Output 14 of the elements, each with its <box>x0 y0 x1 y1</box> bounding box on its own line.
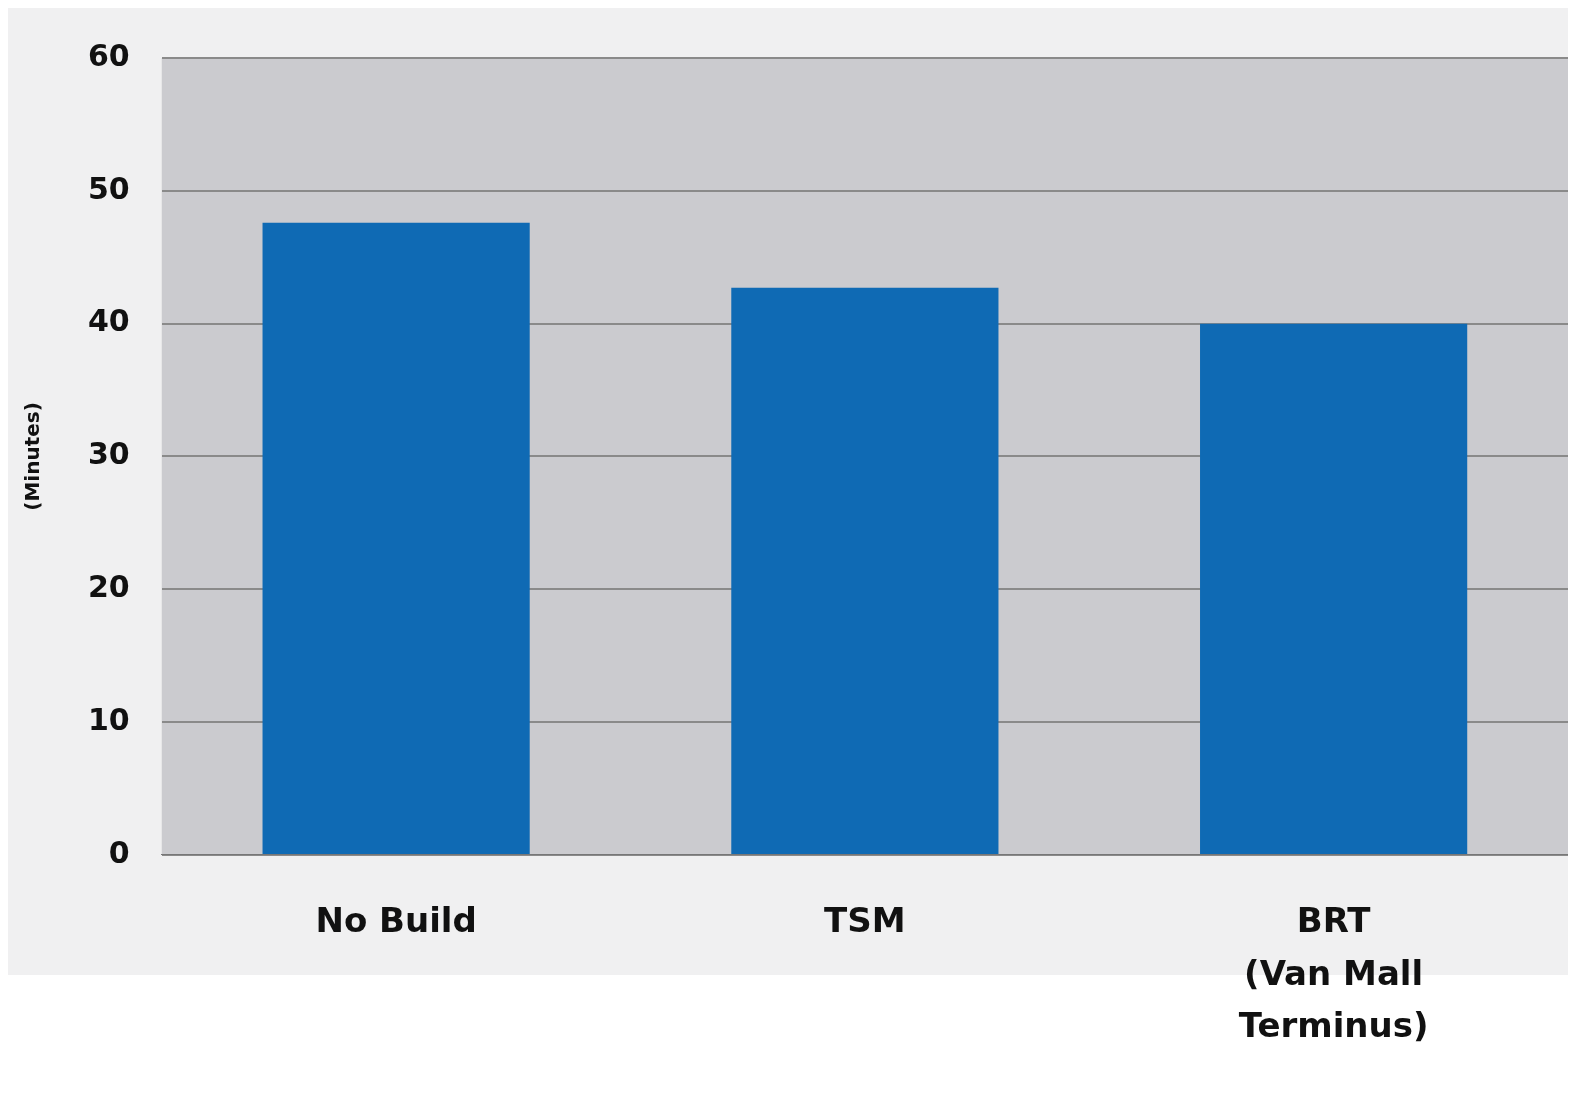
x-tick-label: No Build <box>315 900 477 941</box>
y-tick-label: 40 <box>88 303 130 339</box>
y-tick-label: 10 <box>88 701 130 737</box>
x-tick-label: BRT (Van Mall Terminus) <box>1238 900 1429 1046</box>
x-tick-label: TSM <box>824 900 906 941</box>
y-tick-label: 60 <box>88 37 130 73</box>
y-tick-label: 50 <box>88 170 130 206</box>
bar <box>262 222 530 854</box>
y-axis-title: (Minutes) <box>20 402 45 511</box>
bar <box>1200 323 1468 854</box>
y-tick-label: 0 <box>108 834 130 870</box>
y-tick-label: 30 <box>88 436 130 472</box>
y-tick-label: 20 <box>88 569 130 605</box>
bar <box>731 287 999 854</box>
